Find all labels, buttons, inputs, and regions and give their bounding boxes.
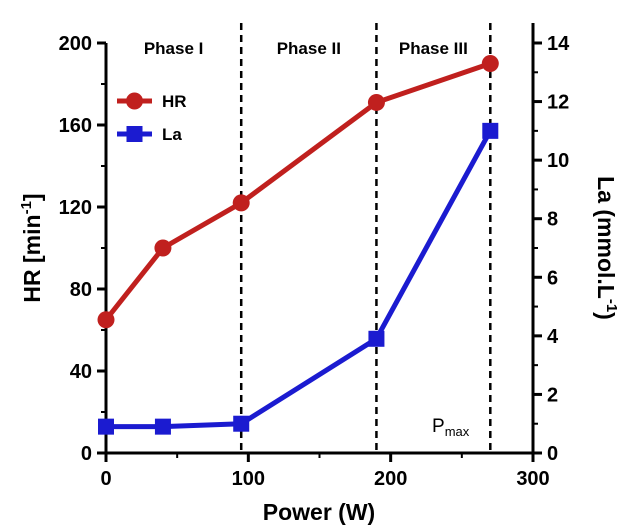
phase-label: Phase I (144, 39, 204, 58)
legend-label-la: La (162, 125, 182, 144)
phase-label: Phase III (399, 39, 468, 58)
y-right-tick-label: 10 (547, 150, 569, 172)
y-left-tick-label: 120 (59, 197, 92, 219)
y-right-tick-label: 2 (547, 384, 558, 406)
x-tick-label: 300 (516, 468, 549, 490)
data-point-la (482, 122, 499, 139)
x-tick-label: 100 (232, 468, 265, 490)
y-right-tick-label: 6 (547, 267, 558, 289)
legend-marker-hr (126, 92, 143, 110)
x-tick-label: 200 (374, 468, 407, 490)
y-left-tick-label: 80 (70, 279, 92, 301)
y-right-axis-title: La (mmol.L-1) (593, 176, 620, 320)
y-left-tick-label: 160 (59, 115, 92, 137)
data-point-hr (154, 239, 172, 257)
data-point-la (154, 418, 171, 435)
y-left-tick-label: 40 (70, 361, 92, 383)
data-point-hr (97, 311, 115, 329)
x-tick-label: 0 (100, 468, 111, 490)
y-left-axis-title: HR [min-1] (18, 193, 45, 302)
data-point-hr (481, 55, 499, 72)
data-point-hr (232, 194, 250, 212)
data-point-hr (367, 93, 385, 111)
y-right-tick-label: 4 (547, 326, 559, 348)
y-right-tick-label: 14 (547, 33, 570, 55)
data-point-la (368, 330, 385, 347)
pmax-annotation: Pmax (432, 416, 470, 439)
y-right-tick-label: 8 (547, 209, 558, 231)
legend-label-hr: HR (162, 92, 187, 111)
y-right-tick-label: 12 (547, 92, 569, 114)
data-point-la (233, 415, 250, 432)
legend-marker-la (126, 126, 143, 142)
y-left-tick-label: 200 (59, 33, 92, 55)
x-axis-title: Power (W) (263, 499, 375, 525)
phase-label: Phase II (277, 39, 341, 58)
y-left-tick-label: 0 (81, 443, 92, 465)
data-point-la (98, 418, 114, 435)
marks-layer: 0 100 200 300 0 40 80 120 160 200 0 2 4 6 8 10 12 14 Phase… (59, 23, 570, 490)
y-right-tick-label: 0 (547, 443, 558, 465)
